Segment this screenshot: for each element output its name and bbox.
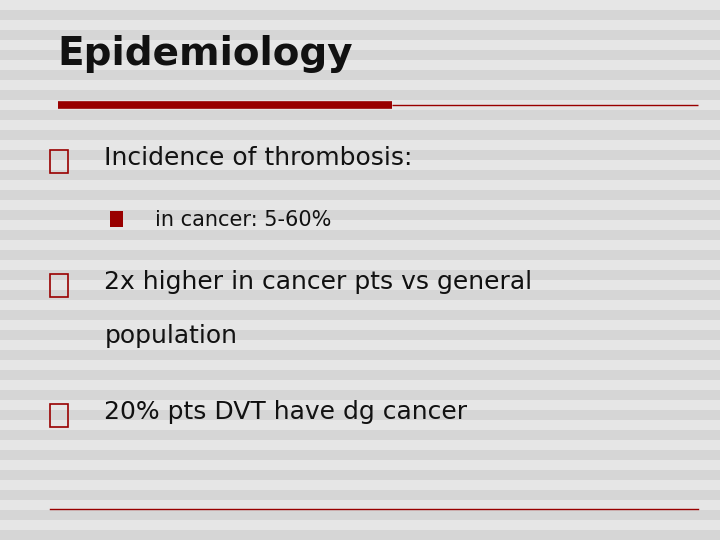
Text: Epidemiology: Epidemiology bbox=[58, 35, 354, 73]
FancyBboxPatch shape bbox=[110, 211, 123, 227]
Bar bbox=[0, 530, 720, 540]
Text: 20% pts DVT have dg cancer: 20% pts DVT have dg cancer bbox=[104, 400, 467, 424]
Text: population: population bbox=[104, 325, 238, 348]
Bar bbox=[0, 210, 720, 220]
Bar bbox=[0, 170, 720, 180]
Bar bbox=[0, 270, 720, 280]
Bar bbox=[0, 350, 720, 360]
Bar bbox=[0, 290, 720, 300]
Bar bbox=[0, 410, 720, 420]
Bar bbox=[0, 470, 720, 480]
Bar bbox=[0, 390, 720, 400]
Bar bbox=[0, 450, 720, 460]
Text: 2x higher in cancer pts vs general: 2x higher in cancer pts vs general bbox=[104, 271, 533, 294]
Bar bbox=[0, 430, 720, 440]
Bar bbox=[0, 370, 720, 380]
Bar bbox=[0, 230, 720, 240]
Bar bbox=[0, 250, 720, 260]
Bar bbox=[0, 50, 720, 60]
Bar bbox=[0, 330, 720, 340]
Text: in cancer: 5-60%: in cancer: 5-60% bbox=[155, 210, 331, 230]
Bar bbox=[0, 490, 720, 500]
Bar bbox=[0, 10, 720, 20]
Bar bbox=[0, 110, 720, 120]
Bar bbox=[0, 310, 720, 320]
Bar bbox=[0, 510, 720, 520]
Bar bbox=[0, 130, 720, 140]
Text: Incidence of thrombosis:: Incidence of thrombosis: bbox=[104, 146, 413, 170]
Bar bbox=[0, 30, 720, 40]
Bar bbox=[0, 90, 720, 100]
Bar bbox=[0, 190, 720, 200]
Bar bbox=[0, 70, 720, 80]
Bar bbox=[0, 150, 720, 160]
